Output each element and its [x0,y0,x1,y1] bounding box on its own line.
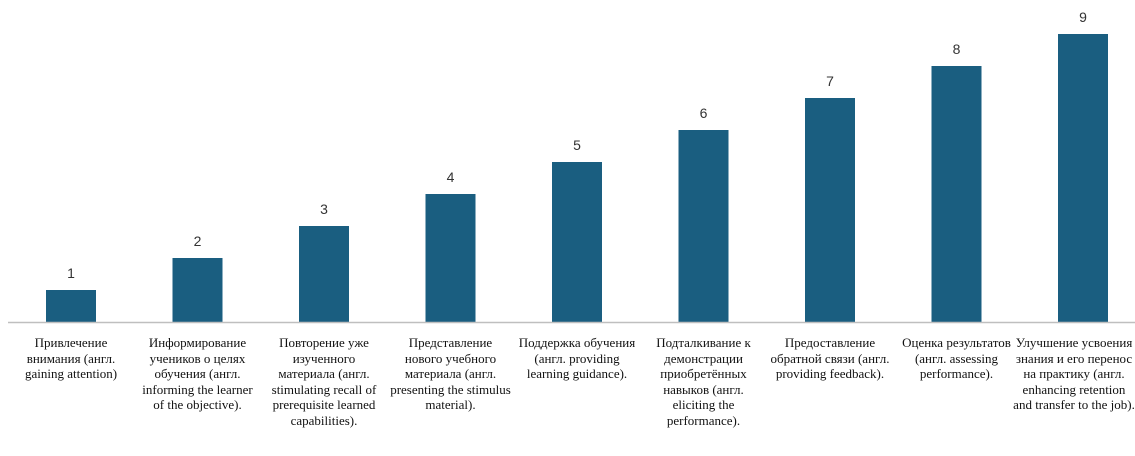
bar-7 [805,98,855,322]
value-label-6: 6 [700,105,708,121]
category-label-1: Привлечение внимания (англ. gaining atte… [24,335,118,381]
category-label-2: Информирование учеников о целях обучения… [142,335,253,412]
value-label-5: 5 [573,137,581,153]
category-label-5: Поддержка обучения (англ. providing lear… [518,335,636,381]
category-label-7: Предоставление обратной связи (англ. pro… [770,335,890,381]
value-labels-group: 1 2 3 4 5 6 7 8 9 [67,9,1087,281]
value-label-7: 7 [826,73,834,89]
bar-3 [299,226,349,322]
bar-6 [678,130,729,322]
bar-2 [172,258,223,322]
category-label-6: Подталкивание к демонстрации приобретённ… [656,335,751,428]
category-label-8: Оценка результатов (англ. assessing perf… [902,335,1011,381]
category-label-9: Улучшение усвоения знания и его перенос … [1013,335,1135,412]
value-label-9: 9 [1079,9,1087,25]
value-label-1: 1 [67,265,75,281]
bar-1 [46,290,96,322]
value-label-3: 3 [320,201,328,217]
bar-5 [552,162,602,322]
bar-8 [931,66,982,322]
value-label-4: 4 [447,169,455,185]
category-label-4: Представление нового учебного материала … [390,335,511,412]
bars-group [46,34,1108,322]
value-label-2: 2 [194,233,202,249]
category-label-3: Повторение уже изученного материала (анг… [271,335,377,428]
value-label-8: 8 [953,41,961,57]
bar-4 [425,194,476,322]
bar-9 [1058,34,1108,322]
